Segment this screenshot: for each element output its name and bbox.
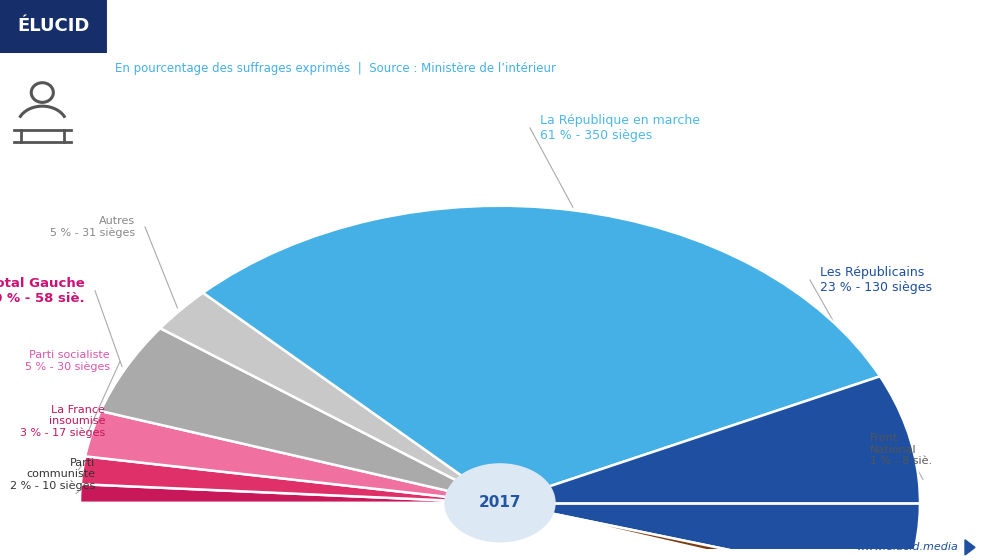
Text: Autres
5 % - 31 sièges: Autres 5 % - 31 sièges — [50, 216, 135, 238]
Text: Parti
communiste
2 % - 10 sièges: Parti communiste 2 % - 10 sièges — [10, 458, 95, 492]
Circle shape — [445, 464, 555, 542]
Text: Les Républicains
23 % - 130 sièges: Les Républicains 23 % - 130 sièges — [820, 266, 932, 294]
Polygon shape — [965, 540, 975, 555]
Wedge shape — [500, 376, 920, 560]
Text: ÉLUCID: ÉLUCID — [18, 17, 90, 35]
Wedge shape — [203, 206, 880, 503]
Wedge shape — [80, 484, 500, 503]
Text: www.elucid.media: www.elucid.media — [856, 543, 958, 552]
Wedge shape — [85, 411, 500, 503]
Text: La France
insoumise
3 % - 17 sièges: La France insoumise 3 % - 17 sièges — [20, 404, 105, 438]
Wedge shape — [81, 456, 500, 503]
Text: Total Gauche
10 % - 58 siè.: Total Gauche 10 % - 58 siè. — [0, 277, 85, 305]
Text: Composition de l’Assemblée nationale élue lors des Législatives de 2017 en Franc: Composition de l’Assemblée nationale élu… — [120, 18, 873, 34]
Text: 2017: 2017 — [479, 496, 521, 510]
FancyBboxPatch shape — [0, 0, 108, 53]
Wedge shape — [101, 328, 500, 503]
Wedge shape — [500, 503, 903, 560]
Text: En pourcentage des suffrages exprimés  |  Source : Ministère de l’intérieur: En pourcentage des suffrages exprimés | … — [115, 62, 556, 74]
Text: La République en marche
61 % - 350 sièges: La République en marche 61 % - 350 siège… — [540, 114, 700, 142]
Text: Front
National
1 % - 8 siè.: Front National 1 % - 8 siè. — [870, 433, 932, 466]
Text: Parti socialiste
5 % - 30 sièges: Parti socialiste 5 % - 30 sièges — [25, 350, 110, 372]
Wedge shape — [160, 293, 500, 503]
